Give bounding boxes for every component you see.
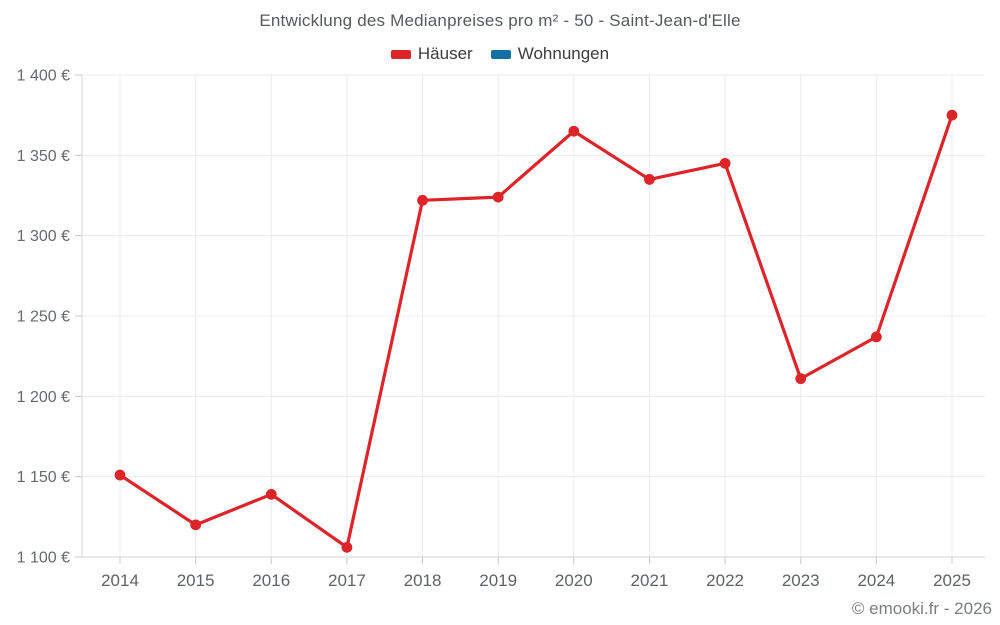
data-point[interactable] (644, 174, 655, 185)
y-axis-label: 1 150 € (17, 469, 70, 486)
legend-label: Häuser (417, 44, 473, 63)
data-point[interactable] (265, 488, 277, 500)
data-point[interactable] (492, 191, 504, 203)
data-point[interactable] (870, 331, 882, 343)
y-axis-label: 1 350 € (17, 148, 70, 165)
x-axis-label: 2015 (177, 571, 215, 590)
x-axis-label: 2021 (631, 571, 669, 590)
x-axis-label: 2024 (857, 571, 895, 590)
x-axis-label: 2018 (404, 571, 442, 590)
data-point[interactable] (946, 109, 958, 121)
x-axis-label: 2016 (252, 571, 290, 590)
y-axis-label: 1 400 € (17, 68, 70, 85)
x-axis-label: 2022 (706, 571, 744, 590)
y-axis-label: 1 200 € (17, 389, 70, 406)
data-point[interactable] (719, 157, 731, 169)
chart-title: Entwicklung des Medianpreises pro m² - 5… (259, 11, 741, 30)
footer-credit: © emooki.fr - 2026 (851, 599, 992, 618)
wohnungen-swatch-icon (490, 49, 511, 59)
x-axis-label: 2020 (555, 571, 593, 590)
legend: Häuser Wohnungen (0, 44, 1000, 64)
y-axis-label: 1 300 € (17, 228, 70, 245)
data-point[interactable] (341, 541, 353, 553)
x-axis-label: 2014 (101, 571, 139, 590)
data-point[interactable] (795, 373, 807, 385)
legend-label: Wohnungen (517, 44, 610, 63)
data-point[interactable] (568, 125, 580, 137)
hauser-swatch-icon (390, 49, 411, 59)
y-axis-label: 1 250 € (17, 309, 70, 326)
legend-item-hauser[interactable]: Häuser (390, 44, 473, 64)
data-point[interactable] (190, 519, 202, 531)
data-point[interactable] (114, 469, 126, 481)
y-axis-label: 1 100 € (17, 550, 70, 567)
x-axis-label: 2017 (328, 571, 366, 590)
x-axis-label: 2025 (933, 571, 971, 590)
series-line (118, 113, 954, 549)
x-axis-label: 2023 (782, 571, 820, 590)
legend-item-wohnungen[interactable]: Wohnungen (490, 44, 610, 64)
data-point[interactable] (417, 194, 428, 206)
x-axis-label: 2019 (479, 571, 517, 590)
